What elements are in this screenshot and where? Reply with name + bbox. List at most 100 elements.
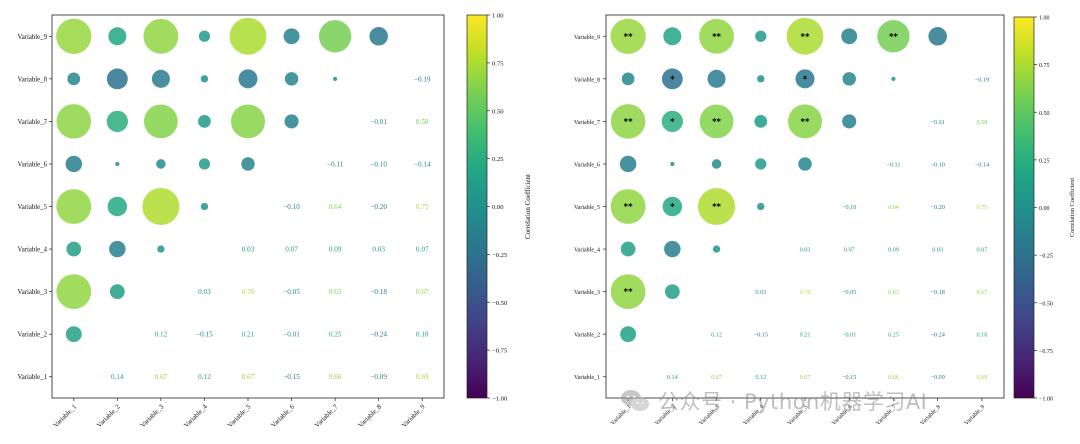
- coefficient-label: 0.64: [329, 203, 342, 211]
- coefficient-label: −0.18: [931, 289, 945, 296]
- coefficient-label: 0.66: [888, 374, 899, 381]
- coefficient-label: 0.76: [800, 289, 811, 296]
- bubble: [144, 104, 178, 139]
- coefficient-label: −0.10: [842, 204, 856, 211]
- significance-mark: **: [712, 203, 721, 213]
- colorbar-label: Correlation Coefficient: [1069, 178, 1076, 238]
- bubble: [786, 17, 824, 55]
- x-tick-label: Variable_9: [964, 404, 987, 427]
- y-tick-label: Variable_1: [18, 374, 47, 381]
- coefficient-label: 0.75: [416, 203, 429, 211]
- wechat-icon: [621, 390, 649, 411]
- coefficient-label: −0.10: [931, 161, 945, 168]
- y-tick-label: Variable_9: [18, 34, 48, 41]
- bubble: [755, 30, 767, 42]
- significance-mark: **: [624, 32, 633, 42]
- bubble: [754, 115, 768, 128]
- bubble: [610, 18, 646, 54]
- bubble: [198, 115, 211, 128]
- bubble: [106, 68, 128, 90]
- colorbar-tick-label: 0.25: [492, 156, 504, 163]
- bubble: [712, 245, 721, 253]
- significance-mark: **: [801, 32, 810, 42]
- bubble: [142, 187, 180, 226]
- coefficient-label: 0.63: [329, 288, 342, 296]
- bubble: [151, 69, 170, 88]
- x-tick-label: Variable_7: [314, 403, 340, 429]
- bubble: [699, 18, 734, 54]
- colorbar-tick-label: 0.50: [1039, 111, 1050, 117]
- y-tick-label: Variable_4: [18, 247, 48, 254]
- coefficient-label: −0.19: [414, 75, 431, 83]
- coefficient-label: −0.01: [370, 118, 387, 126]
- bubble: [621, 72, 635, 86]
- bubble: [620, 326, 637, 343]
- coefficient-label: 0.03: [198, 288, 211, 296]
- colorbar-tick-label: 0.25: [1039, 158, 1050, 164]
- coefficient-label: −0.10: [370, 160, 387, 168]
- bubble: [798, 157, 812, 171]
- bubble: [670, 161, 675, 167]
- watermark-text: 公众号 · Python机器学习AI: [658, 390, 928, 414]
- x-tick-label: Variable_8: [357, 403, 383, 429]
- bubble: [841, 28, 858, 45]
- coefficient-label: 0.58: [976, 119, 987, 126]
- y-tick-label: Variable_3: [18, 289, 48, 296]
- y-tick-label: Variable_2: [574, 333, 600, 339]
- bubble: [241, 157, 255, 171]
- bubble: [65, 155, 83, 173]
- coefficient-label: 0.03: [372, 246, 385, 254]
- significance-mark: *: [670, 75, 675, 85]
- coefficient-label: 0.25: [888, 332, 899, 339]
- bubble: [200, 202, 209, 211]
- watermark: 公众号 · Python机器学习AI: [620, 386, 927, 416]
- bubble: [663, 27, 682, 46]
- coefficient-label: 0.12: [198, 373, 211, 381]
- coefficient-label: 0.09: [329, 246, 342, 254]
- bubble: [610, 104, 646, 139]
- bubble: [891, 76, 896, 81]
- coefficient-label: 0.67: [711, 374, 722, 381]
- coefficient-label: 0.67: [242, 373, 255, 381]
- coefficient-label: 0.75: [976, 204, 987, 211]
- coefficient-label: 0.18: [976, 332, 987, 339]
- bubble: [56, 274, 92, 310]
- coefficient-label: 0.67: [416, 288, 429, 296]
- bubble: [107, 196, 128, 217]
- x-tick-label: Variable_3: [140, 403, 166, 429]
- colorbar-tick-label: 0.75: [1039, 63, 1050, 69]
- bubble: [661, 68, 683, 90]
- bubble: [757, 202, 765, 211]
- y-tick-label: Variable_9: [574, 35, 600, 41]
- bubble: [877, 20, 910, 53]
- bubble: [106, 110, 128, 133]
- bubble: [662, 196, 683, 217]
- coefficient-label: −0.05: [842, 289, 856, 296]
- coefficient-label: 0.63: [888, 289, 899, 296]
- coefficient-label: 0.12: [155, 331, 168, 339]
- colorbar-tick-label: −0.25: [492, 252, 508, 259]
- bubble: [108, 27, 127, 46]
- bubble: [757, 75, 765, 83]
- coefficient-label: 0.07: [285, 246, 298, 254]
- bubble: [66, 241, 82, 257]
- coefficient-label: 0.12: [711, 332, 722, 339]
- bubble: [56, 18, 92, 54]
- coefficient-label: 0.76: [242, 288, 255, 296]
- coefficient-label: 0.03: [932, 247, 943, 254]
- coefficient-label: 0.67: [976, 289, 987, 296]
- bubble: [369, 27, 388, 46]
- coefficient-label: 0.12: [755, 374, 766, 381]
- coefficient-label: −0.11: [886, 161, 900, 168]
- bubble: [109, 284, 125, 299]
- coefficient-label: −0.01: [283, 331, 300, 339]
- y-tick-label: Variable_5: [18, 204, 48, 211]
- x-tick-label: Variable_6: [270, 403, 296, 429]
- bubble: [230, 104, 266, 139]
- y-tick-label: Variable_6: [18, 161, 48, 168]
- bubble: [795, 69, 815, 89]
- x-tick-label: Variable_4: [183, 403, 209, 429]
- coefficient-label: −0.09: [370, 373, 387, 381]
- significance-mark: **: [624, 288, 633, 298]
- colorbar-tick-label: −0.75: [492, 348, 508, 355]
